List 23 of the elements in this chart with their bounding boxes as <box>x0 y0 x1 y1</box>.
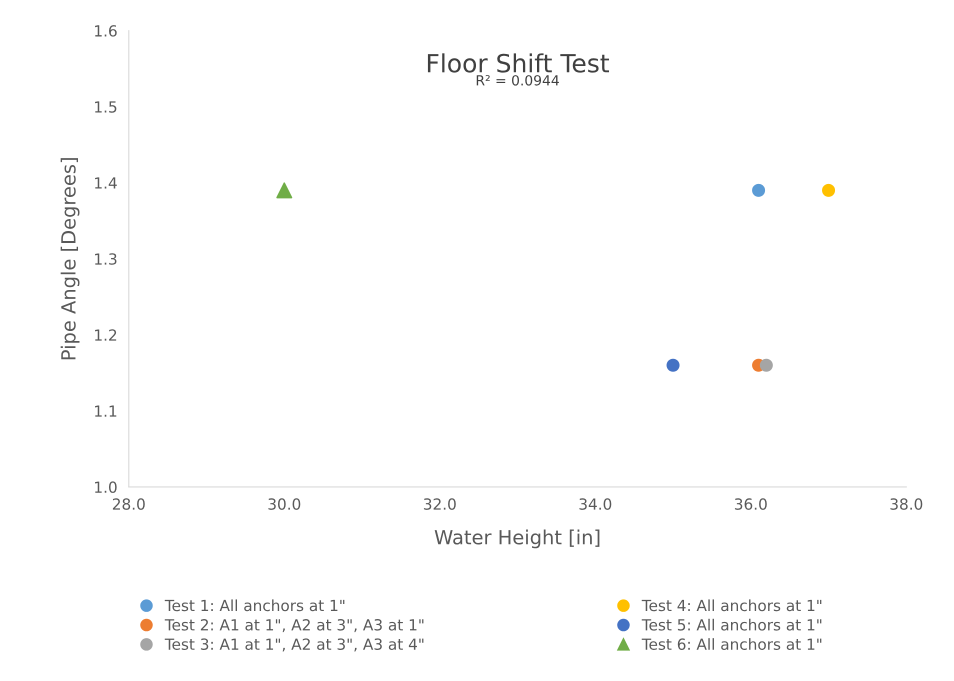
x-tick-label: 34.0 <box>579 498 612 510</box>
y-tick-label: 1.6 <box>95 25 117 37</box>
y-tick-label: 1.3 <box>95 253 116 265</box>
x-tick-label: 38.0 <box>890 498 922 510</box>
x-tick-label: 30.0 <box>268 498 300 510</box>
x-tick-label: 32.0 <box>424 498 456 510</box>
y-tick-label: 1.1 <box>95 406 116 417</box>
y-tick-label: 1.2 <box>95 329 116 341</box>
legend-label: Test 3: A1 at 1", A2 at 3", A3 at 4" <box>164 638 424 652</box>
y-tick-label: 1.5 <box>95 101 116 113</box>
legend-label: Test 5: All anchors at 1" <box>642 618 822 631</box>
x-axis-title: Water Height [in] <box>434 529 600 548</box>
x-tick-label: 28.0 <box>112 498 145 510</box>
annotation: R² = 0.0944 <box>476 75 559 86</box>
legend-label: Test 2: A1 at 1", A2 at 3", A3 at 1" <box>164 619 424 632</box>
legend-label: Test 1: All anchors at 1" <box>164 599 344 612</box>
y-tick-label: 1.0 <box>95 481 117 493</box>
legend-label: Test 6: All anchors at 1" <box>642 638 822 650</box>
y-tick-label: 1.4 <box>95 177 117 189</box>
legend-label: Test 4: All anchors at 1" <box>642 599 822 612</box>
text: Floor Shift Test <box>428 53 610 73</box>
x-tick-label: 36.0 <box>734 498 767 510</box>
y-axis-title: Pipe Angle [Degrees] <box>60 158 80 360</box>
